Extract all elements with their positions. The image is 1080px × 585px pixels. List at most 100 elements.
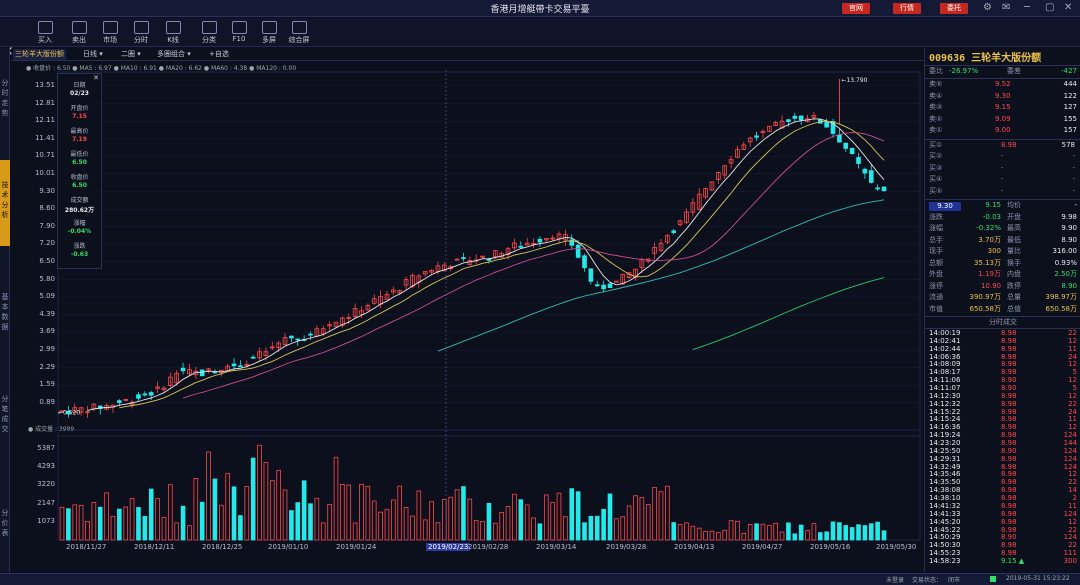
period-label: 日线 bbox=[83, 50, 97, 58]
ask-row[interactable]: 卖④ 9.30 122 bbox=[925, 91, 1080, 103]
price-axis-label: 12.11 bbox=[34, 116, 55, 125]
tick-row: 14:12:32 8.98 22 bbox=[925, 400, 1080, 409]
price-axis-label: 8.60 bbox=[39, 204, 55, 213]
bid-row[interactable]: 买④ - - bbox=[925, 174, 1080, 186]
ask-row[interactable]: 卖② 9.09 155 bbox=[925, 114, 1080, 126]
candlestick-icon bbox=[165, 21, 181, 34]
tab-period[interactable]: 日线 ▾ bbox=[83, 49, 103, 60]
close-icon[interactable]: ✕ bbox=[1064, 2, 1073, 13]
ask-row[interactable]: 卖⑤ 9.52 444 bbox=[925, 79, 1080, 91]
candle-body bbox=[206, 368, 211, 371]
tick-row: 14:12:30 8.98 12 bbox=[925, 392, 1080, 401]
minimize-icon[interactable]: ─ bbox=[1024, 2, 1031, 13]
left-nav-item[interactable]: 分价表 bbox=[1, 509, 9, 537]
candle-body bbox=[123, 398, 129, 401]
bid-price: - bbox=[1001, 163, 1004, 172]
tick-time: 14:41:32 bbox=[929, 501, 961, 510]
trade-button[interactable]: 委托 bbox=[940, 3, 968, 14]
tick-price: 8.98 bbox=[1001, 399, 1017, 408]
stat-value: 316.00 bbox=[1052, 247, 1078, 255]
tick-price: 8.98 bbox=[1001, 509, 1017, 518]
close-icon[interactable]: ✕ bbox=[93, 74, 99, 82]
tick-volume: 124 bbox=[1063, 533, 1077, 542]
candle-body bbox=[709, 181, 715, 191]
volume-bar bbox=[110, 515, 116, 541]
volume-bar bbox=[193, 478, 199, 541]
tooltip-value: 6.50 bbox=[72, 159, 87, 166]
tab-stock[interactable]: 三轮羊大版份额 bbox=[13, 49, 66, 60]
left-nav-item[interactable]: 基本数据 bbox=[1, 293, 9, 331]
tick-time: 14:23:20 bbox=[929, 439, 961, 448]
tick-price: 8.98 bbox=[1001, 470, 1017, 479]
stat-value: 398.97万 bbox=[1045, 293, 1078, 301]
tab-multi[interactable]: 多圈组合 ▾ bbox=[157, 49, 191, 60]
candle-body bbox=[467, 260, 473, 266]
bid-row[interactable]: 买② - - bbox=[925, 151, 1080, 163]
tab-layout[interactable]: 二圈 ▾ bbox=[121, 49, 141, 60]
ask-row[interactable]: 卖③ 9.15 127 bbox=[925, 102, 1080, 114]
toolbar-button-1[interactable]: 卖出 bbox=[66, 18, 92, 47]
volume-bar bbox=[614, 518, 619, 541]
toolbar-button-5[interactable]: 分类 bbox=[196, 18, 222, 47]
candle-body bbox=[875, 187, 880, 190]
website-button[interactable]: 官网 bbox=[842, 3, 870, 14]
volume-bar bbox=[588, 515, 594, 541]
toolbar-button-4[interactable]: K线 bbox=[160, 18, 186, 47]
tick-price: 8.98 bbox=[1001, 329, 1017, 337]
settings-icon[interactable]: ⚙ bbox=[983, 2, 992, 13]
volume-bar bbox=[320, 522, 326, 541]
toolbar-button-3[interactable]: 分时 bbox=[128, 18, 154, 47]
title-bar: 香港月增艇帶卡交易平臺 官网 行情 委托 ⚙ ✉ ─ ▢ ✕ bbox=[0, 0, 1080, 17]
bid-row[interactable]: 买① 8.98 578 bbox=[925, 140, 1080, 152]
stat-value: 390.97万 bbox=[969, 293, 1002, 301]
stat-label: 最高 bbox=[1007, 224, 1021, 232]
tick-price: 8.98 bbox=[1001, 344, 1017, 353]
price-axis-label: 13.51 bbox=[34, 81, 55, 89]
tooltip-value: -0.04% bbox=[67, 228, 92, 235]
date-axis-label: 2019/03/28 bbox=[606, 543, 647, 551]
toolbar-button-6[interactable]: F10 bbox=[226, 18, 252, 47]
candle-body bbox=[289, 335, 294, 339]
toolbar-button-0[interactable]: 买入 bbox=[32, 18, 58, 47]
stat-value: 9.15 bbox=[985, 201, 1001, 209]
volume-bar bbox=[384, 509, 390, 541]
toolbar-button-2[interactable]: 市场 bbox=[97, 18, 123, 47]
bid-volume: - bbox=[1072, 175, 1075, 183]
toolbar-label: 分时 bbox=[134, 36, 148, 44]
left-nav-item[interactable]: 技术分析 bbox=[0, 160, 10, 246]
left-nav-item[interactable]: 分笔成交 bbox=[1, 395, 9, 433]
stat-row: 现手 300 量比 316.00 bbox=[925, 246, 1080, 258]
bid-row[interactable]: 买③ - - bbox=[925, 163, 1080, 175]
volume-bar bbox=[645, 504, 651, 541]
tick-time: 14:00:19 bbox=[929, 329, 961, 337]
volume-bar bbox=[340, 483, 345, 541]
candle-body bbox=[78, 407, 84, 413]
toolbar-button-8[interactable]: 综合屏 bbox=[286, 18, 312, 47]
candlestick-chart[interactable]: ←13.790 ←0.520 bbox=[56, 62, 922, 552]
stat-row: 市值 650.58万 总值 650.58万 bbox=[925, 304, 1080, 316]
volume-bar bbox=[741, 533, 747, 541]
mail-icon[interactable]: ✉ bbox=[1002, 2, 1011, 13]
bid-label: 买③ bbox=[929, 163, 943, 172]
volume-bar bbox=[435, 522, 441, 541]
candle-body bbox=[168, 376, 173, 386]
volume-bar bbox=[416, 490, 422, 541]
volume-bar bbox=[868, 523, 874, 541]
ask-row[interactable]: 卖① 9.00 157 bbox=[925, 125, 1080, 137]
candle-body bbox=[276, 342, 281, 348]
bid-row[interactable]: 买⑤ - - bbox=[925, 186, 1080, 198]
tab-add-watchlist[interactable]: +自选 bbox=[209, 50, 229, 58]
left-nav-item[interactable]: 分时走势 bbox=[1, 79, 9, 117]
market-button[interactable]: 行情 bbox=[893, 3, 921, 14]
toolbar-button-7[interactable]: 多屏 bbox=[256, 18, 282, 47]
volume-bar bbox=[448, 496, 454, 541]
stat-value: -0.32% bbox=[976, 224, 1001, 232]
volume-bar bbox=[168, 484, 173, 541]
toolbar-label: 买入 bbox=[38, 36, 52, 44]
toolbar-label: 分类 bbox=[202, 36, 216, 44]
maximize-icon[interactable]: ▢ bbox=[1045, 2, 1055, 13]
tick-price: 8.90 bbox=[1001, 446, 1017, 455]
volume-bar bbox=[352, 522, 358, 541]
toolbar-label: 综合屏 bbox=[288, 36, 310, 44]
divider bbox=[925, 138, 1080, 140]
